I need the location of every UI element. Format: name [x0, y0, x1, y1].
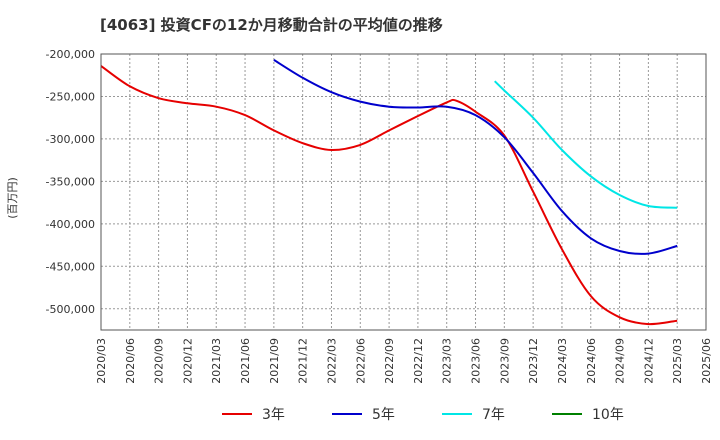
y-tick-label: -250,000	[46, 90, 95, 103]
x-tick-label: 2024/12	[642, 338, 655, 384]
x-tick-label: 2024/03	[556, 338, 569, 384]
x-tick-label: 2024/09	[614, 338, 627, 384]
series-line-1	[100, 65, 678, 326]
series-lines	[100, 59, 678, 326]
x-tick-label: 2021/06	[239, 338, 252, 384]
x-tick-label: 2020/09	[153, 338, 166, 384]
x-tick-label: 2024/06	[585, 338, 598, 384]
x-tick-label: 2020/03	[95, 338, 108, 384]
x-tick-label: 2023/12	[527, 338, 540, 384]
x-tick-label: 2022/06	[354, 338, 367, 384]
x-tick-label: 2021/12	[297, 338, 310, 384]
y-tick-label: -350,000	[46, 175, 95, 188]
y-tick-label: -450,000	[46, 260, 95, 273]
y-tick-label: -300,000	[46, 133, 95, 146]
legend-label-3: 7年	[482, 407, 505, 423]
x-tick-label: 2025/03	[671, 338, 684, 384]
x-tick-label: 2020/06	[124, 338, 137, 384]
legend: 3年 5年 7年 10年	[222, 407, 624, 423]
x-axis-ticks: 2020/03 2020/06 2020/09 2020/12 2021/03 2021/…	[95, 338, 713, 384]
chart-title: [4063] 投資CFの12か月移動合計の平均値の推移	[100, 16, 443, 34]
x-tick-label: 2020/12	[181, 338, 194, 384]
legend-label-2: 5年	[372, 407, 395, 423]
legend-label-4: 10年	[592, 407, 624, 423]
y-tick-label: -400,000	[46, 218, 95, 231]
x-tick-label: 2023/06	[470, 338, 483, 384]
y-axis-ticks: -200,000 -250,000 -300,000 -350,000 -400,000…	[46, 48, 95, 316]
legend-label-1: 3年	[262, 407, 285, 423]
x-tick-label: 2022/12	[412, 338, 425, 384]
x-tick-label: 2025/06	[700, 338, 713, 384]
x-tick-label: 2023/03	[441, 338, 454, 384]
x-tick-label: 2021/03	[210, 338, 223, 384]
x-tick-label: 2022/09	[383, 338, 396, 384]
x-tick-label: 2023/09	[498, 338, 511, 384]
series-line-3	[494, 80, 678, 209]
y-tick-label: -200,000	[46, 48, 95, 61]
plot-frame	[100, 53, 707, 331]
y-axis-label: (百万円)	[6, 177, 19, 219]
series-line-2	[273, 59, 678, 255]
x-tick-label: 2022/03	[325, 338, 338, 384]
x-tick-label: 2021/09	[268, 338, 281, 384]
y-tick-label: -500,000	[46, 303, 95, 316]
